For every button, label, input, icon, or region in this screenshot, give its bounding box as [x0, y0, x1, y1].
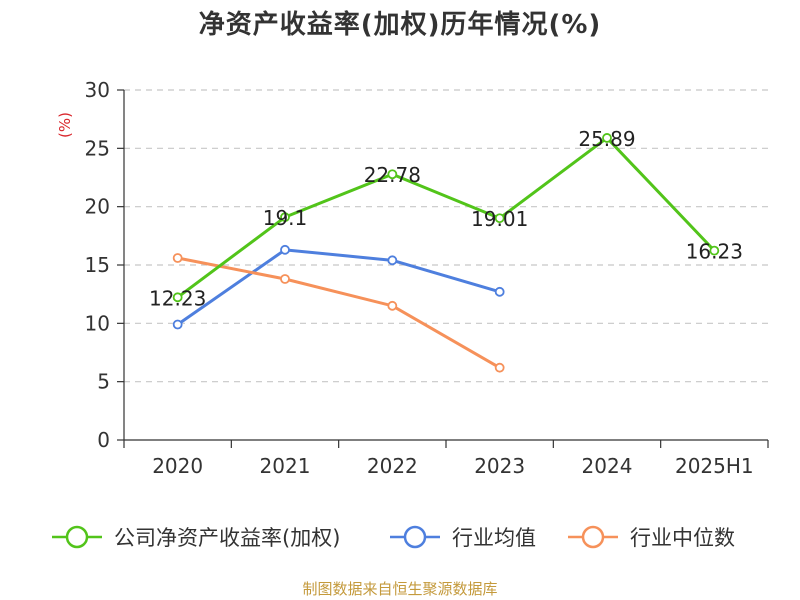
series-line	[177, 256, 501, 369]
data-point	[280, 244, 290, 255]
data-point	[494, 213, 505, 224]
series-line	[176, 136, 716, 299]
data-point	[709, 245, 720, 256]
data-point	[387, 169, 398, 180]
source-footer: 制图数据来自恒生聚源数据库	[302, 580, 498, 598]
data-point	[387, 300, 398, 311]
legend-marker	[65, 525, 89, 549]
series-lines	[172, 133, 720, 373]
data-point	[280, 212, 290, 223]
data-point	[387, 255, 398, 266]
data-point	[172, 292, 183, 303]
data-point	[280, 274, 290, 284]
y-tick-label: 20	[85, 195, 110, 219]
data-point	[172, 319, 183, 330]
data-label: 12.23	[149, 286, 206, 310]
data-label: 19.1	[263, 206, 308, 230]
data-label: 22.78	[364, 163, 421, 187]
data-label: 16.23	[686, 240, 743, 264]
data-labels: 12.23 19.1 22.78 19.01 25.89 16.23	[149, 127, 743, 310]
x-tick-label: 2022	[367, 454, 418, 478]
x-tick-label: 2023	[474, 454, 525, 478]
data-point	[494, 362, 505, 373]
axes: 0 5 10 15 20 25 30 2020 2021 2022 2023 2024 2025H1 (%…	[56, 78, 769, 478]
data-point	[494, 286, 505, 297]
y-axis-label: (%)	[56, 112, 74, 138]
data-label: 19.01	[471, 207, 528, 231]
chart-title: 净资产收益率(加权)历年情况(%)	[198, 10, 602, 40]
legend-label: 行业均值	[452, 526, 536, 550]
y-tick-label: 15	[85, 253, 110, 277]
legend-marker	[403, 525, 427, 549]
x-tick-label: 2021	[260, 454, 311, 478]
y-tick-label: 10	[85, 311, 110, 335]
x-tick-label: 2025H1	[675, 454, 754, 478]
legend-marker	[581, 525, 605, 549]
y-tick-label: 5	[97, 370, 110, 394]
legend-label: 公司净资产收益率(加权)	[114, 526, 340, 550]
x-tick-label: 2024	[582, 454, 633, 478]
data-point	[602, 133, 612, 143]
series-line	[176, 248, 501, 326]
y-tick-label: 30	[85, 78, 110, 102]
x-tick-label: 2020	[152, 454, 203, 478]
y-tick-label: 25	[85, 136, 110, 160]
legend-label: 行业中位数	[630, 526, 735, 550]
data-label: 25.89	[578, 127, 635, 151]
legend: 公司净资产收益率(加权) 行业均值 行业中位数	[52, 525, 735, 550]
grid-lines	[124, 89, 768, 383]
data-point	[172, 253, 183, 263]
y-tick-label: 0	[97, 428, 110, 452]
